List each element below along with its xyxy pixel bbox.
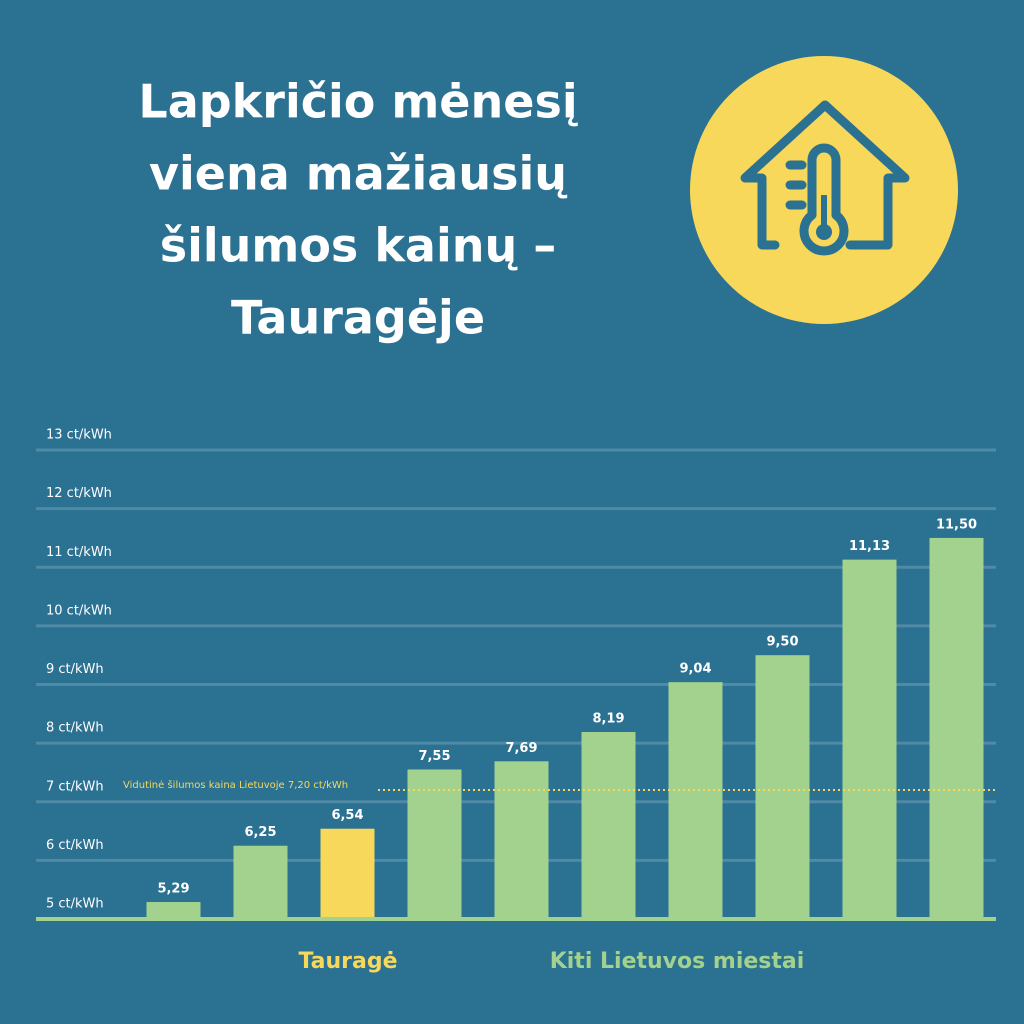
bar: [581, 731, 636, 919]
value-label: 9,04: [679, 662, 711, 677]
y-tick-label: 12 ct/kWh: [46, 486, 112, 501]
legend-label: Kiti Lietuvos miestai: [550, 949, 805, 974]
value-label: 6,25: [244, 825, 276, 840]
legend-label: Tauragė: [298, 949, 397, 974]
bar: [233, 845, 288, 919]
y-tick-label: 10 ct/kWh: [46, 603, 112, 618]
y-tick-label: 6 ct/kWh: [46, 838, 104, 853]
icon: [690, 56, 958, 324]
chart-title: Tauragėje: [231, 291, 485, 345]
value-label: 11,13: [849, 539, 890, 554]
value-label: 7,69: [505, 741, 537, 756]
reference-label: Vidutinė šilumos kaina Lietuvoje 7,20 ct…: [123, 779, 348, 791]
chart-title: Lapkričio mėnesį: [138, 75, 577, 129]
bar: [494, 761, 549, 919]
y-tick-label: 8 ct/kWh: [46, 721, 104, 736]
bar: [755, 655, 810, 919]
value-label: 6,54: [331, 808, 363, 823]
bar: [407, 769, 462, 919]
chart-title: šilumos kainų –: [160, 219, 557, 273]
bar: [320, 828, 375, 919]
value-label: 5,29: [157, 881, 189, 896]
value-label: 11,50: [936, 517, 977, 532]
bar: [842, 559, 897, 919]
y-tick-label: 7 ct/kWh: [46, 779, 104, 794]
bar: [668, 682, 723, 919]
y-tick-label: 13 ct/kWh: [46, 428, 112, 443]
chart-title: viena mažiausių: [149, 147, 567, 201]
bar: [929, 537, 984, 919]
value-label: 8,19: [592, 711, 624, 726]
y-tick-label: 9 ct/kWh: [46, 662, 104, 677]
y-tick-label: 5 ct/kWh: [46, 897, 104, 912]
bar: [146, 901, 201, 919]
value-label: 7,55: [418, 749, 450, 764]
value-label: 9,50: [766, 635, 798, 650]
y-tick-label: 11 ct/kWh: [46, 545, 112, 560]
